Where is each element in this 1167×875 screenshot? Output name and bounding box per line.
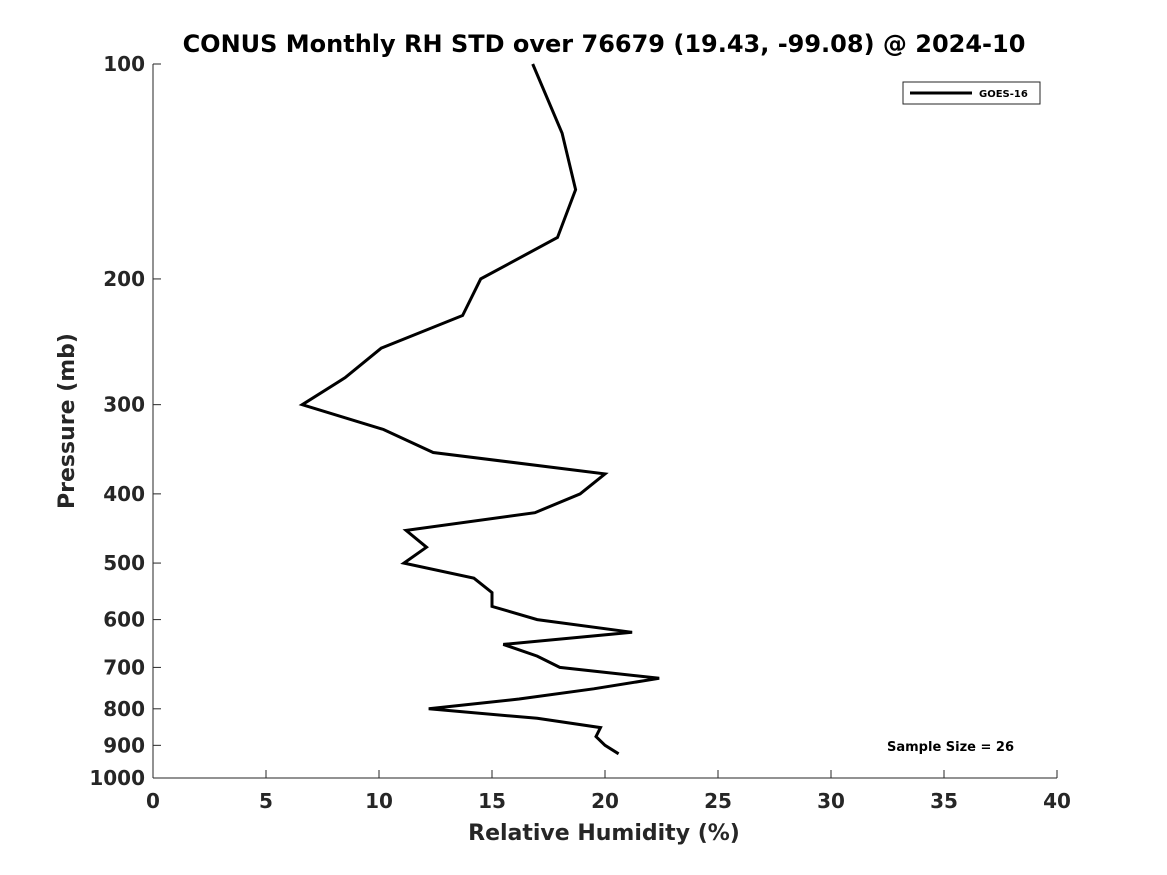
y-tick-label: 400 bbox=[103, 482, 145, 506]
y-tick-label: 100 bbox=[103, 52, 145, 76]
y-tick-label: 500 bbox=[103, 551, 145, 575]
y-axis-ticks: 100 200 300 400 500 600 700 800 900 1000 bbox=[89, 52, 161, 790]
x-tick-label: 40 bbox=[1043, 789, 1071, 813]
y-tick-label: 700 bbox=[103, 655, 145, 679]
x-tick-label: 35 bbox=[930, 789, 958, 813]
x-axis-label: Relative Humidity (%) bbox=[468, 821, 740, 846]
legend: GOES-16 bbox=[902, 81, 1041, 105]
y-axis-label: Pressure (mb) bbox=[55, 333, 80, 509]
y-tick-label: 900 bbox=[103, 733, 145, 757]
series-layer bbox=[298, 63, 660, 756]
y-tick-label: 1000 bbox=[89, 766, 145, 790]
sample-size-annotation: Sample Size = 26 bbox=[887, 740, 1014, 755]
x-axis-ticks: 0 5 10 15 20 25 30 35 40 bbox=[146, 770, 1071, 813]
x-tick-label: 15 bbox=[478, 789, 506, 813]
y-tick-label: 800 bbox=[103, 697, 145, 721]
y-tick-label: 600 bbox=[103, 608, 145, 632]
y-tick-label: 300 bbox=[103, 393, 145, 417]
y-tick-label: 200 bbox=[103, 267, 145, 291]
x-tick-label: 25 bbox=[704, 789, 732, 813]
x-tick-label: 0 bbox=[146, 789, 160, 813]
x-tick-label: 20 bbox=[591, 789, 619, 813]
chart-title: CONUS Monthly RH STD over 76679 (19.43, … bbox=[183, 30, 1026, 58]
x-tick-label: 10 bbox=[365, 789, 393, 813]
series-line-goes-16 bbox=[298, 63, 660, 756]
x-tick-label: 30 bbox=[817, 789, 845, 813]
x-tick-label: 5 bbox=[259, 789, 273, 813]
legend-label-goes-16: GOES-16 bbox=[979, 89, 1028, 100]
